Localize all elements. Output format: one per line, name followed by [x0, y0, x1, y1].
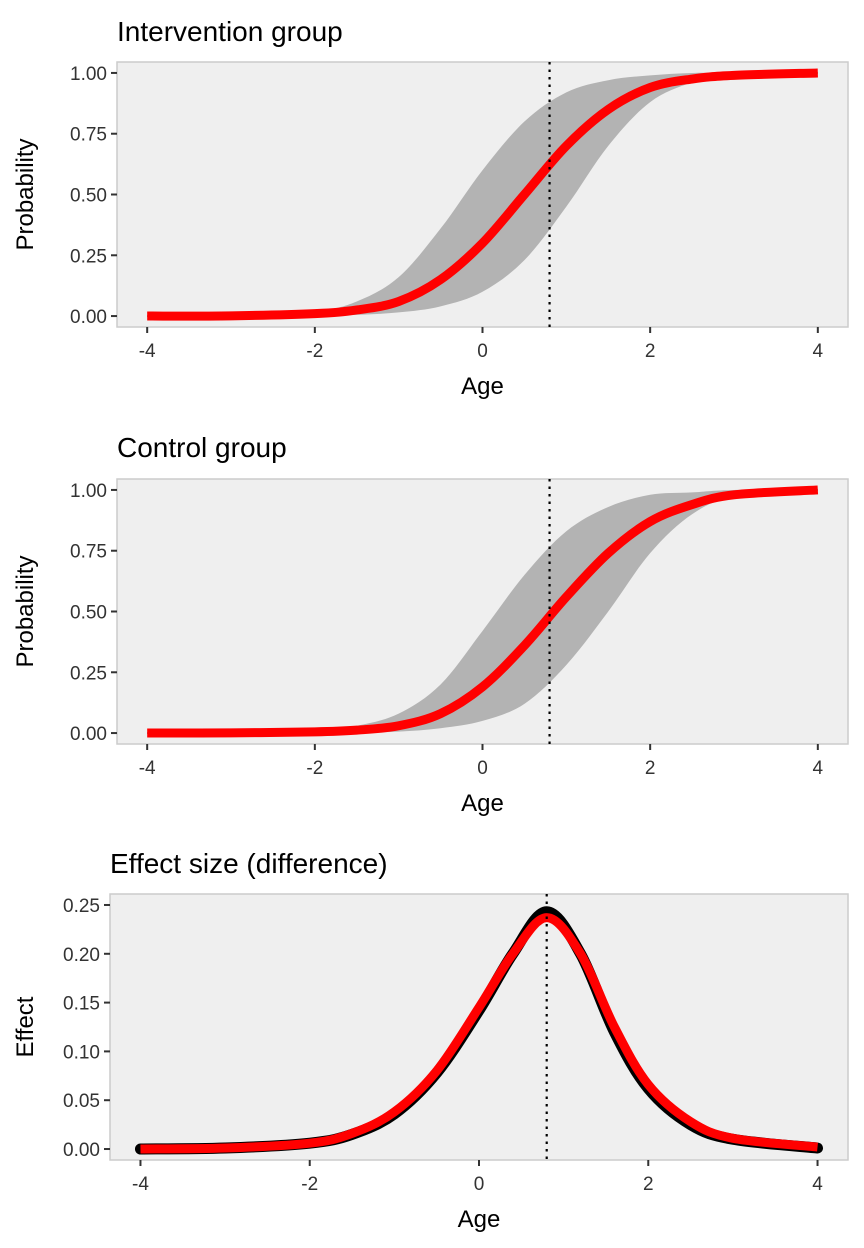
panel-title: Effect size (difference)	[110, 848, 388, 879]
credible-band	[147, 489, 818, 734]
x-axis-title: Age	[461, 790, 504, 817]
x-tick-label: -2	[306, 758, 323, 779]
y-tick-label: 0.50	[70, 603, 107, 624]
x-tick-label: 4	[813, 758, 824, 779]
y-axis-ticks: 0.00 0.05 0.10 0.15 0.20 0.25	[63, 896, 110, 1161]
x-tick-label: -4	[132, 1174, 149, 1195]
credible-band	[147, 72, 818, 317]
x-axis-ticks: -4 -2 0 2 4	[139, 327, 824, 362]
x-axis-ticks: -4 -2 0 2 4	[132, 1160, 823, 1195]
x-tick-label: 4	[812, 1174, 823, 1195]
effect-panel: Effect size (difference) 0.00 0.05 0.10 0.1…	[12, 848, 849, 1233]
x-tick-label: 2	[643, 1174, 654, 1195]
y-tick-label: 0.05	[63, 1091, 100, 1112]
x-tick-label: -4	[139, 758, 156, 779]
plot-background	[109, 893, 849, 1161]
y-tick-label: 0.00	[63, 1140, 100, 1161]
x-tick-label: 2	[645, 758, 656, 779]
y-axis-ticks: 0.00 0.25 0.50 0.75 1.00	[70, 481, 117, 745]
y-tick-label: 0.75	[70, 542, 107, 563]
y-tick-label: 0.50	[70, 186, 107, 207]
x-tick-label: 0	[477, 758, 488, 779]
y-tick-label: 0.25	[63, 896, 100, 917]
x-tick-label: 0	[474, 1174, 485, 1195]
control-panel: Control group 0.00 0.25 0.50 0.75 1.00 -4 -2 0…	[12, 432, 849, 817]
y-tick-label: 0.10	[63, 1042, 100, 1063]
x-axis-title: Age	[458, 1206, 501, 1233]
mean-line	[140, 913, 818, 1154]
y-tick-label: 0.00	[70, 307, 107, 328]
y-tick-label: 1.00	[70, 64, 107, 85]
panel-title: Intervention group	[117, 16, 343, 47]
y-tick-label: 1.00	[70, 481, 107, 502]
x-tick-label: -2	[306, 341, 323, 362]
x-tick-label: -4	[139, 341, 156, 362]
y-axis-title: Effect	[12, 996, 39, 1057]
x-tick-label: 4	[813, 341, 824, 362]
y-axis-title: Probability	[12, 555, 39, 667]
y-tick-label: 0.20	[63, 945, 100, 966]
x-axis-title: Age	[461, 373, 504, 400]
y-tick-label: 0.25	[70, 663, 107, 684]
y-tick-label: 0.00	[70, 724, 107, 745]
x-tick-label: 2	[645, 341, 656, 362]
y-tick-label: 0.75	[70, 125, 107, 146]
mean-line	[147, 68, 818, 321]
x-tick-label: -2	[301, 1174, 318, 1195]
y-axis-title: Probability	[12, 138, 39, 250]
y-tick-label: 0.25	[70, 246, 107, 267]
y-tick-label: 0.15	[63, 994, 100, 1015]
x-axis-ticks: -4 -2 0 2 4	[139, 744, 824, 779]
intervention-panel: Intervention group 0.000.250.500.751.00 …	[12, 16, 849, 400]
panel-title: Control group	[117, 432, 287, 463]
x-tick-label: 0	[477, 341, 488, 362]
mean-line	[147, 485, 819, 738]
y-axis-ticks: 0.00 0.25 0.50 0.75 1.00	[70, 64, 117, 328]
